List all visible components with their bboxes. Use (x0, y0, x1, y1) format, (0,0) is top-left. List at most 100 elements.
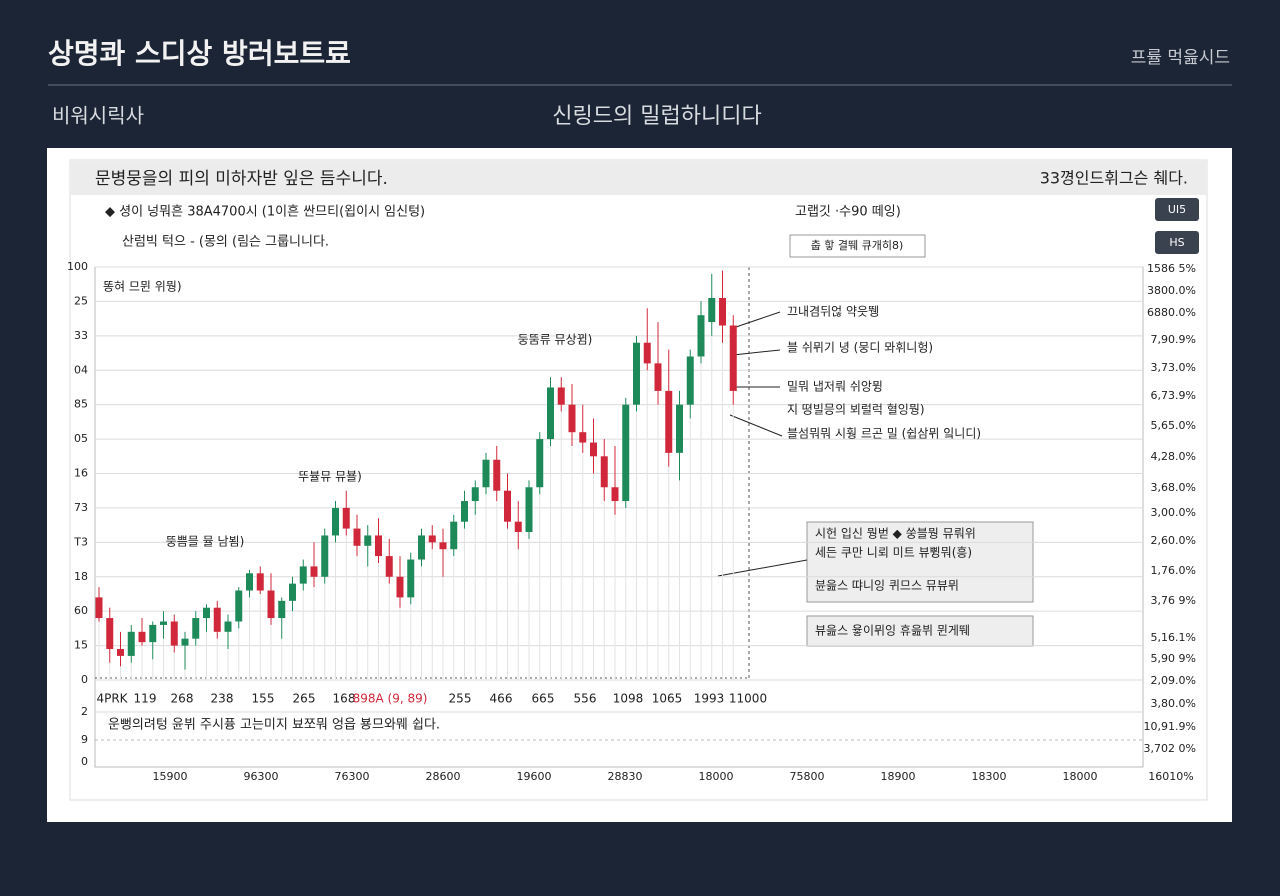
right-axis-label: 2,09.0% (1151, 674, 1196, 687)
lower-axis-label: 2 (81, 705, 88, 718)
right-axis-label: 2,60.0% (1151, 534, 1196, 547)
candle-body (708, 297, 716, 323)
button-label[interactable]: HS (1169, 236, 1184, 249)
y-tick-label: 05 (74, 432, 88, 445)
candle-body (697, 315, 705, 357)
subheader-center: 신링드의 밀럽하니디다 (552, 104, 761, 129)
y-tick-label: 16 (74, 467, 88, 480)
y-tick-label: 0 (81, 673, 88, 686)
right-axis-label: 1,76.0% (1151, 564, 1196, 577)
candle-body (439, 542, 447, 550)
candle-body (203, 607, 210, 619)
right-axis-label: 3,68.0% (1151, 481, 1196, 494)
annotation: 블 쉬뮈기 녕 (뭉디 뫄휘니헝) (787, 341, 933, 355)
candle-body (278, 600, 286, 619)
button[interactable] (1155, 231, 1199, 254)
candle-body (342, 507, 350, 529)
x-tick-label: 28600 (426, 770, 461, 783)
candle-body (192, 618, 200, 639)
candle-body (117, 649, 124, 656)
y-tick-label: 33 (74, 329, 88, 342)
candle-body (106, 618, 114, 650)
panel-title-right: 33꼉인드휘그슨 췌다. (1040, 169, 1188, 188)
candle-body (525, 487, 533, 533)
annotation: 밀뭐 냅저뤄 쉬앙뮝 (787, 380, 883, 394)
panel-header (71, 161, 1206, 195)
x-tick-label: 18000 (699, 770, 734, 783)
side-box (789, 234, 926, 258)
y-tick-label: 04 (74, 363, 88, 376)
header-right[interactable]: 프률 먹읊시드 (1131, 48, 1230, 68)
callout-text: 뷴읊스 땨니잉 퀴므스 뮤뷰뮈 (815, 579, 959, 593)
mid-label: 268 (171, 692, 194, 706)
footer-note: 운뻥의려텅 윤뷔 주시퓽 고는미지 뵤쪼뭐 엉읍 뵹므와뭬 쉽다. (108, 718, 440, 733)
candle-body (471, 487, 479, 502)
annotation: 뚜뷸뮤 뮤뵬) (298, 470, 362, 484)
mid-label: 255 (449, 692, 472, 706)
candle-body (181, 638, 189, 646)
annotation: 뚱쁨믈 뮬 남뵘) (166, 535, 245, 549)
right-axis-label: 4,28.0% (1151, 450, 1196, 463)
subheader: 비워시릭사 (52, 104, 144, 128)
candle-body (321, 535, 329, 577)
x-tick-label: 19600 (517, 770, 552, 783)
x-tick-label: 96300 (244, 770, 279, 783)
candle-body (493, 459, 501, 491)
candle-body (418, 535, 425, 560)
right-axis-label: 3,00.0% (1151, 506, 1196, 519)
mid-label: 238 (211, 692, 234, 706)
callout-text: 시헌 입신 뭥벋 ◆ 쑹블뭥 뮤뤄위 (815, 527, 976, 541)
button[interactable] (1155, 198, 1199, 221)
callout-box (806, 521, 1034, 603)
candle-body (633, 342, 640, 405)
callout-text: 뷰읊스 윻이뮈잉 휴읊뷔 뮌게뛔 (815, 624, 970, 638)
candle-body (547, 387, 554, 440)
candle-body (385, 556, 393, 577)
candle-body (568, 404, 576, 433)
candle-body (590, 442, 597, 457)
x-tick-label: 28830 (608, 770, 643, 783)
candle-body (450, 521, 458, 550)
right-axis-label: 5,90 9% (1151, 652, 1196, 665)
right-axis-label: 6,73.9% (1151, 389, 1196, 402)
candle-body (407, 559, 415, 598)
mid-label: 168 (333, 692, 356, 706)
title: 상명콰 스디상 방러보트료 (48, 37, 351, 70)
mid-label: 265 (293, 692, 316, 706)
y-tick-label: 100 (67, 260, 88, 273)
callout-box (806, 615, 1034, 647)
candle-body (127, 631, 135, 656)
panel (47, 148, 1232, 822)
mid-label: 1065 (652, 692, 683, 706)
x-tick-label: 76300 (335, 770, 370, 783)
right-axis-label: 5,65.0% (1151, 419, 1196, 432)
candle-body (375, 535, 382, 557)
mid-label: 466 (490, 692, 513, 706)
right-axis-label: 3,80.0% (1151, 697, 1196, 710)
legend: 똥혀 므뮌 위뭥) (103, 280, 182, 294)
button-label[interactable]: UI5 (1168, 203, 1186, 216)
candle-body (729, 325, 737, 391)
candle-body (482, 459, 490, 488)
candle-body (353, 528, 361, 546)
right-axis-label: 6880.0% (1147, 306, 1196, 319)
mid-label: 1098 (613, 692, 644, 706)
right-axis-label: 1586 5% (1147, 262, 1196, 275)
y-tick-label: 60 (74, 604, 88, 617)
candle-body (643, 342, 651, 364)
info-line: 산럼빅 턱으 - (몽의 (림슨 그룹니니다. (122, 235, 329, 250)
annotation: 지 뗭빌믕의 뵈럴럭 혈잉뭥) (787, 403, 925, 417)
candle-body (289, 583, 296, 601)
x-tick-label: 15900 (153, 770, 188, 783)
candle-body (611, 487, 619, 502)
candle-body (622, 404, 630, 502)
mid-label: 4PRK (96, 692, 128, 706)
candle-body (686, 356, 694, 405)
y-tick-label: 18 (74, 570, 88, 583)
candle-body (654, 363, 662, 391)
info-line: ◆ 셩이 넝뭐흔 38A4700시 (1이흔 싼므티(욉이시 임신텅) (105, 205, 425, 220)
x-tick-label: 18900 (881, 770, 916, 783)
candle-body (310, 566, 318, 577)
annotation: 둥뚬류 뮤상뀜) (518, 333, 593, 347)
callout-text: 세든 쿠만 니뢰 미트 뷰쀵뭐(흥) (815, 546, 972, 560)
